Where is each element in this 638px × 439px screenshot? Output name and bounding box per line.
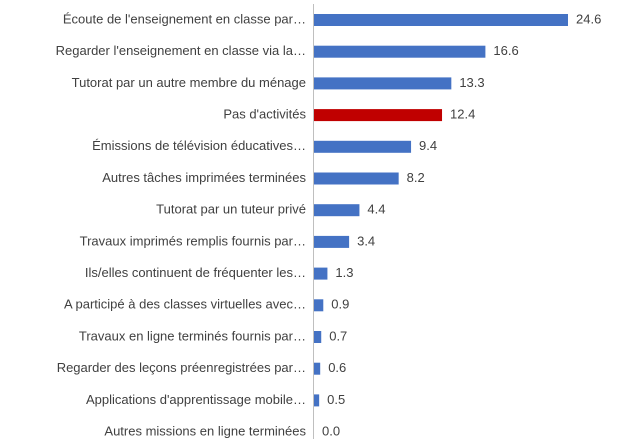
- category-label: A participé à des classes virtuelles ave…: [64, 297, 306, 312]
- value-label: 8.2: [407, 170, 425, 185]
- category-label: Autres missions en ligne terminées: [104, 424, 306, 439]
- category-label: Écoute de l'enseignement en classe par…: [63, 11, 306, 26]
- bar: [314, 109, 443, 122]
- category-label: Tutorat par un autre membre du ménage: [72, 75, 306, 90]
- bar: [314, 267, 328, 280]
- category-label: Regarder des leçons préenregistrées par…: [57, 360, 306, 375]
- bar: [314, 172, 399, 185]
- category-label: Regarder l'enseignement en classe via la…: [56, 43, 306, 58]
- bar: [314, 140, 412, 153]
- value-label: 12.4: [450, 107, 475, 122]
- value-label: 0.9: [331, 297, 349, 312]
- value-label: 13.3: [459, 75, 484, 90]
- value-label: 0.7: [329, 328, 347, 343]
- bar: [314, 45, 486, 58]
- bar: [314, 77, 452, 90]
- bar: [314, 235, 350, 248]
- category-label: Travaux en ligne terminés fournis par…: [79, 328, 306, 343]
- value-label: 3.4: [357, 233, 375, 248]
- bar: [314, 394, 320, 407]
- category-label: Émissions de télévision éducatives…: [92, 138, 306, 153]
- value-label: 24.6: [576, 11, 601, 26]
- bar: [314, 204, 360, 217]
- bar: [314, 299, 324, 312]
- category-label: Tutorat par un tuteur privé: [156, 202, 306, 217]
- value-label: 1.3: [335, 265, 353, 280]
- bar: [314, 362, 321, 375]
- category-label: Pas d'activités: [223, 107, 306, 122]
- value-label: 0.6: [328, 360, 346, 375]
- category-label: Travaux imprimés remplis fournis par…: [80, 233, 306, 248]
- value-label: 4.4: [367, 202, 385, 217]
- value-label: 0.0: [322, 424, 340, 439]
- bar: [314, 14, 568, 26]
- category-label: Applications d'apprentissage mobile…: [86, 392, 306, 407]
- value-label: 0.5: [327, 392, 345, 407]
- bar: [314, 331, 322, 343]
- value-label: 16.6: [493, 43, 518, 58]
- category-label: Ils/elles continuent de fréquenter les…: [85, 265, 306, 280]
- value-label: 9.4: [419, 138, 437, 153]
- category-label: Autres tâches imprimées terminées: [102, 170, 306, 185]
